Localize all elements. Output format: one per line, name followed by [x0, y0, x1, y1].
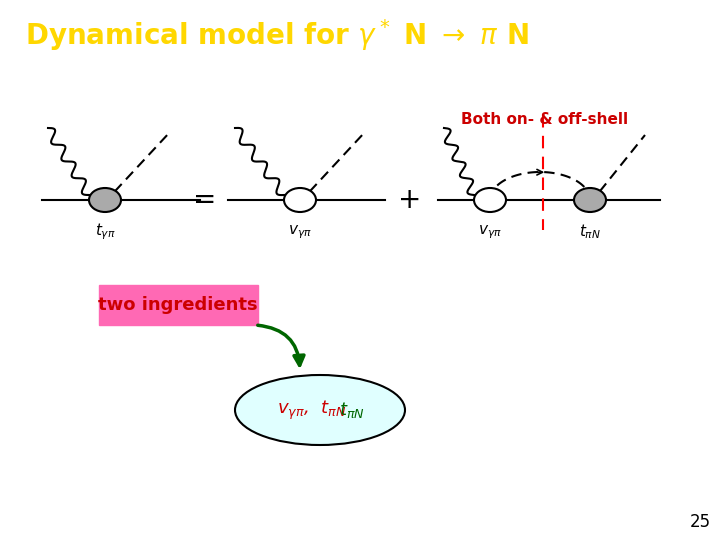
Text: Dynamical model for $\gamma^*$ N $\rightarrow$ $\pi$ N: Dynamical model for $\gamma^*$ N $\right…	[25, 17, 528, 53]
Text: two ingredients: two ingredients	[98, 296, 258, 314]
Ellipse shape	[474, 188, 506, 212]
Ellipse shape	[574, 188, 606, 212]
Ellipse shape	[284, 188, 316, 212]
Text: 25: 25	[690, 513, 711, 531]
Ellipse shape	[235, 375, 405, 445]
Text: $t_{\gamma\pi}$: $t_{\gamma\pi}$	[94, 222, 115, 242]
FancyBboxPatch shape	[99, 285, 258, 325]
Ellipse shape	[89, 188, 121, 212]
Text: $t_{\pi N}$: $t_{\pi N}$	[339, 400, 365, 420]
Text: $v_{\gamma\pi}$: $v_{\gamma\pi}$	[478, 223, 502, 241]
Text: =: =	[193, 186, 217, 214]
Text: +: +	[398, 186, 422, 214]
Text: $v_{\gamma\pi}$: $v_{\gamma\pi}$	[288, 223, 312, 241]
FancyArrowPatch shape	[258, 325, 304, 366]
Text: $v_{\gamma\pi}$,  $t_{\pi N}$: $v_{\gamma\pi}$, $t_{\pi N}$	[277, 399, 346, 422]
Text: $t_{\pi N}$: $t_{\pi N}$	[579, 222, 601, 241]
Text: Both on- & off-shell: Both on- & off-shell	[462, 112, 629, 127]
